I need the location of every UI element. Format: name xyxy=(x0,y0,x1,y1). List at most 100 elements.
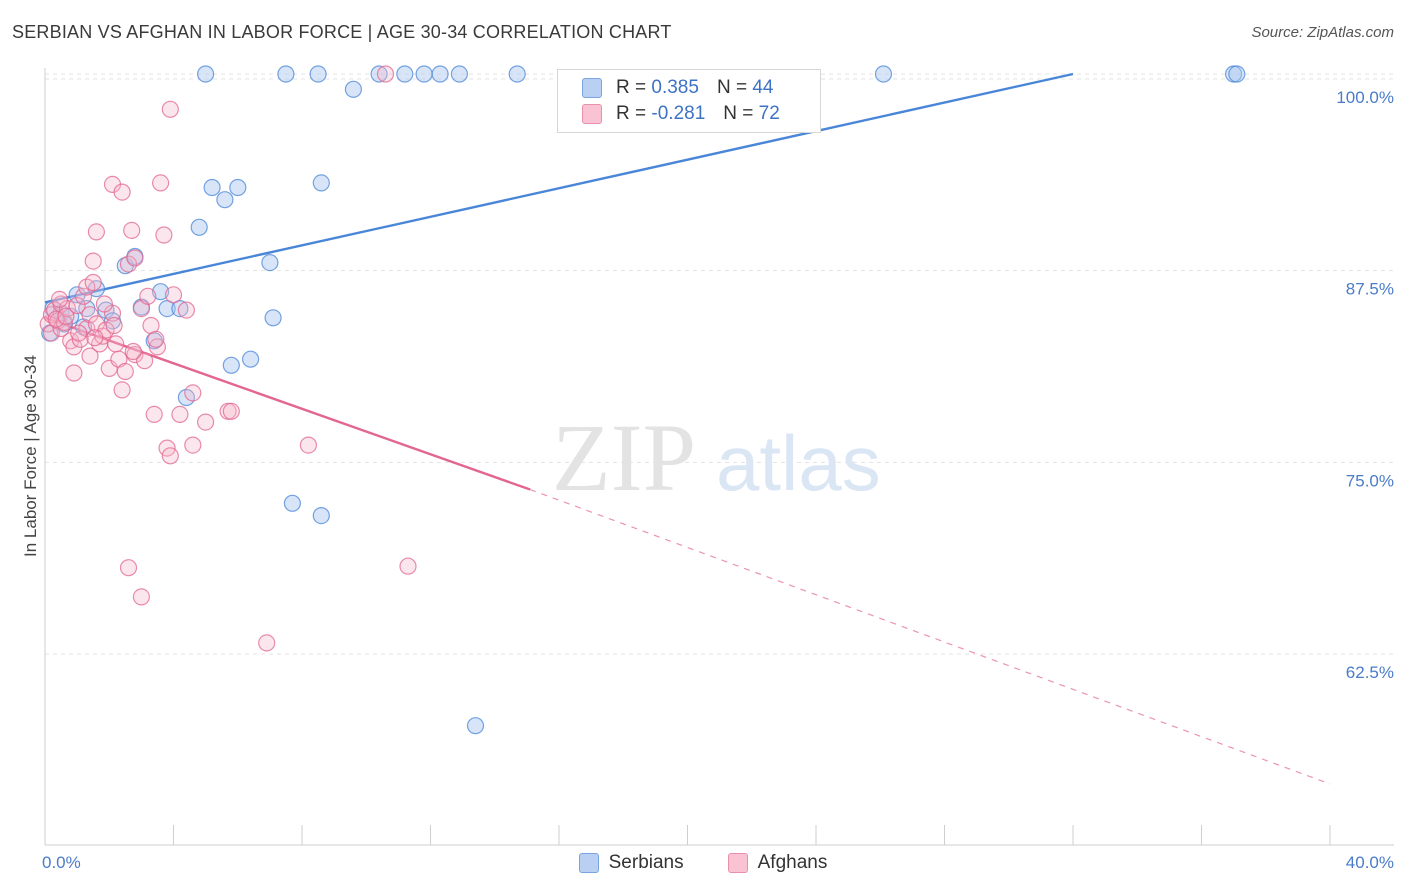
point-afghans xyxy=(147,330,165,348)
point-afghans xyxy=(119,255,138,273)
point-afghans xyxy=(81,347,99,365)
point-afghans xyxy=(123,221,141,239)
legend-n-value-serbians: 44 xyxy=(752,77,774,98)
legend-r-value-afghans: -0.281 xyxy=(651,103,706,124)
point-afghans xyxy=(184,436,202,454)
legend-label-serbians: Serbians xyxy=(608,852,684,873)
point-serbians xyxy=(171,300,189,318)
point-afghans xyxy=(258,634,276,652)
point-afghans xyxy=(152,174,170,192)
legend-r-label: R = xyxy=(616,103,647,124)
point-serbians xyxy=(312,506,330,525)
point-afghans xyxy=(107,335,125,353)
legend-n-value-afghans: 72 xyxy=(758,103,780,124)
point-afghans xyxy=(171,405,189,423)
legend-row-serbians: R = 0.385 N = 44 xyxy=(582,76,773,100)
point-afghans xyxy=(197,413,215,431)
legend-n-label: N = xyxy=(716,77,748,98)
legend-label-afghans: Afghans xyxy=(757,852,828,873)
point-afghans xyxy=(68,296,86,315)
y-tick-label: 75.0% xyxy=(1346,471,1394,490)
point-afghans xyxy=(65,364,83,382)
point-serbians xyxy=(370,65,388,83)
legend-swatch-serbians xyxy=(582,78,602,98)
watermark: ZIP atlas xyxy=(552,404,881,511)
stats-legend: R = 0.385 N = 44 R = -0.281 N = 72 xyxy=(557,69,821,133)
point-afghans xyxy=(105,316,123,335)
point-afghans xyxy=(126,249,144,267)
data-points xyxy=(39,65,1246,735)
point-afghans xyxy=(299,436,317,454)
point-afghans xyxy=(161,100,179,118)
point-afghans xyxy=(155,226,173,244)
point-afghans xyxy=(119,559,138,577)
point-serbians xyxy=(152,283,170,301)
point-serbians xyxy=(197,65,215,83)
point-afghans xyxy=(86,329,104,347)
point-afghans xyxy=(124,342,142,361)
watermark-atlas: atlas xyxy=(716,419,881,507)
point-afghans xyxy=(161,447,179,465)
point-serbians xyxy=(261,254,279,272)
watermark-zip: ZIP xyxy=(552,404,696,511)
point-serbians xyxy=(344,80,362,98)
trend-afghans xyxy=(44,316,531,491)
series-serbians xyxy=(41,65,1246,735)
trend-serbians xyxy=(44,72,1074,304)
point-serbians xyxy=(283,494,301,512)
trend-extension-afghans xyxy=(529,488,1331,785)
point-serbians xyxy=(874,65,893,83)
legend-r-value-serbians: 0.385 xyxy=(651,77,699,98)
series-afghans xyxy=(39,65,417,652)
y-tick-label: 62.5% xyxy=(1346,663,1394,682)
point-afghans xyxy=(81,306,99,324)
point-afghans xyxy=(87,223,106,241)
point-afghans xyxy=(95,295,114,313)
axes xyxy=(44,68,1394,846)
point-afghans xyxy=(57,307,75,325)
legend-row-afghans: R = -0.281 N = 72 xyxy=(582,102,780,126)
point-afghans xyxy=(42,306,61,324)
point-afghans xyxy=(70,324,88,342)
y-axis-label: In Labor Force | Age 30-34 xyxy=(21,355,40,557)
legend-n-label: N = xyxy=(723,103,754,124)
tick-labels: 62.5% 75.0% 87.5% 100.0% 0.0% 40.0% xyxy=(42,88,1394,872)
point-afghans xyxy=(164,286,183,304)
point-serbians xyxy=(158,300,176,318)
legend-r-label: R = xyxy=(616,77,647,98)
point-serbians xyxy=(264,309,282,327)
point-afghans xyxy=(116,362,134,381)
point-serbians xyxy=(466,717,485,735)
point-afghans xyxy=(74,287,93,305)
point-serbians xyxy=(242,350,260,368)
point-serbians xyxy=(431,65,449,83)
legend-item-afghans[interactable]: Afghans xyxy=(727,852,828,874)
point-afghans xyxy=(136,352,154,370)
point-afghans xyxy=(177,301,195,319)
series-legend: Serbians Afghans xyxy=(0,852,1406,874)
legend-item-serbians[interactable]: Serbians xyxy=(578,852,684,874)
point-serbians xyxy=(312,174,330,192)
point-afghans xyxy=(113,381,131,399)
point-afghans xyxy=(50,290,69,308)
point-afghans xyxy=(113,183,131,201)
point-afghans xyxy=(145,405,163,423)
point-afghans xyxy=(399,557,417,575)
legend-swatch-afghans xyxy=(582,104,602,124)
point-afghans xyxy=(376,65,395,83)
point-afghans xyxy=(184,384,202,402)
legend-swatch-afghans xyxy=(727,853,748,873)
point-serbians xyxy=(415,65,433,83)
point-serbians xyxy=(229,178,247,197)
point-serbians xyxy=(222,356,240,374)
point-serbians xyxy=(450,65,468,83)
trend-lines xyxy=(44,72,1331,785)
y-tick-label: 100.0% xyxy=(1336,88,1394,107)
point-serbians xyxy=(216,191,234,209)
point-serbians xyxy=(1228,65,1246,83)
point-afghans xyxy=(71,330,89,348)
point-serbians xyxy=(309,65,327,83)
x-tick-label: 40.0% xyxy=(1346,853,1394,872)
x-tick-label: 0.0% xyxy=(42,853,81,872)
